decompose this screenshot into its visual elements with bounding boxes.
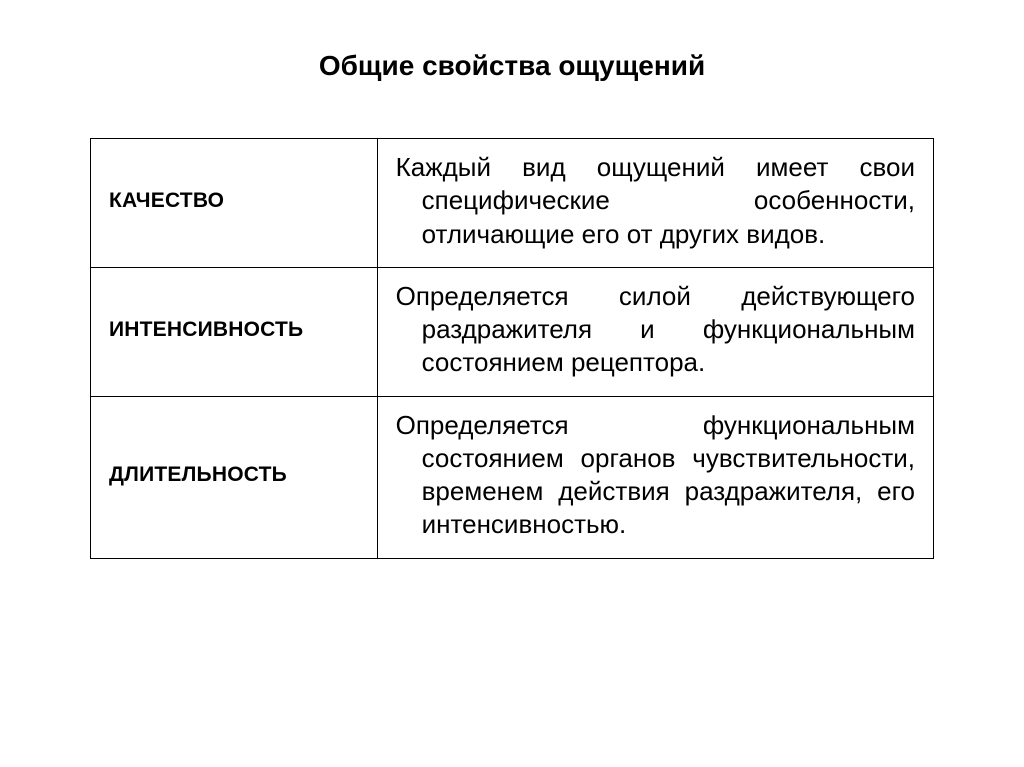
properties-table: КАЧЕСТВО Каждый вид ощущений имеет свои …: [90, 138, 934, 559]
slide-title: Общие свойства ощущений: [90, 50, 934, 82]
property-description: Определяется силой действующего раздражи…: [377, 267, 933, 396]
table-row: ИНТЕНСИВНОСТЬ Определяется силой действу…: [91, 267, 934, 396]
property-label: ИНТЕНСИВНОСТЬ: [91, 267, 378, 396]
property-description: Определяется функциональным состоянием о…: [377, 396, 933, 558]
table-row: КАЧЕСТВО Каждый вид ощущений имеет свои …: [91, 139, 934, 268]
property-label: ДЛИТЕЛЬНОСТЬ: [91, 396, 378, 558]
property-description: Каждый вид ощущений имеет свои специфиче…: [377, 139, 933, 268]
table-row: ДЛИТЕЛЬНОСТЬ Определяется функциональным…: [91, 396, 934, 558]
slide: Общие свойства ощущений КАЧЕСТВО Каждый …: [0, 0, 1024, 559]
property-label: КАЧЕСТВО: [91, 139, 378, 268]
